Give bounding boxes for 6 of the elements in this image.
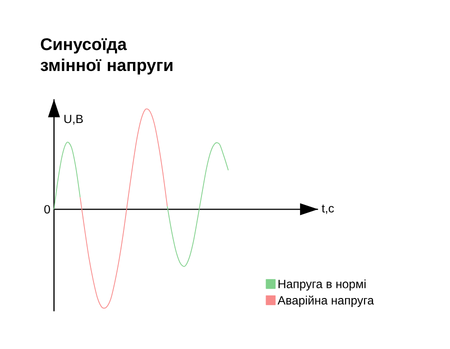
text: 0	[44, 205, 50, 214]
chart-title: Синусоїда змінної напруги	[40, 38, 172, 74]
legend-label: Напруга в нормі	[278, 279, 366, 291]
y-axis-title: U,В	[64, 114, 83, 125]
legend-label: Аварійна напруга	[278, 296, 374, 307]
text: t,с	[322, 204, 334, 214]
